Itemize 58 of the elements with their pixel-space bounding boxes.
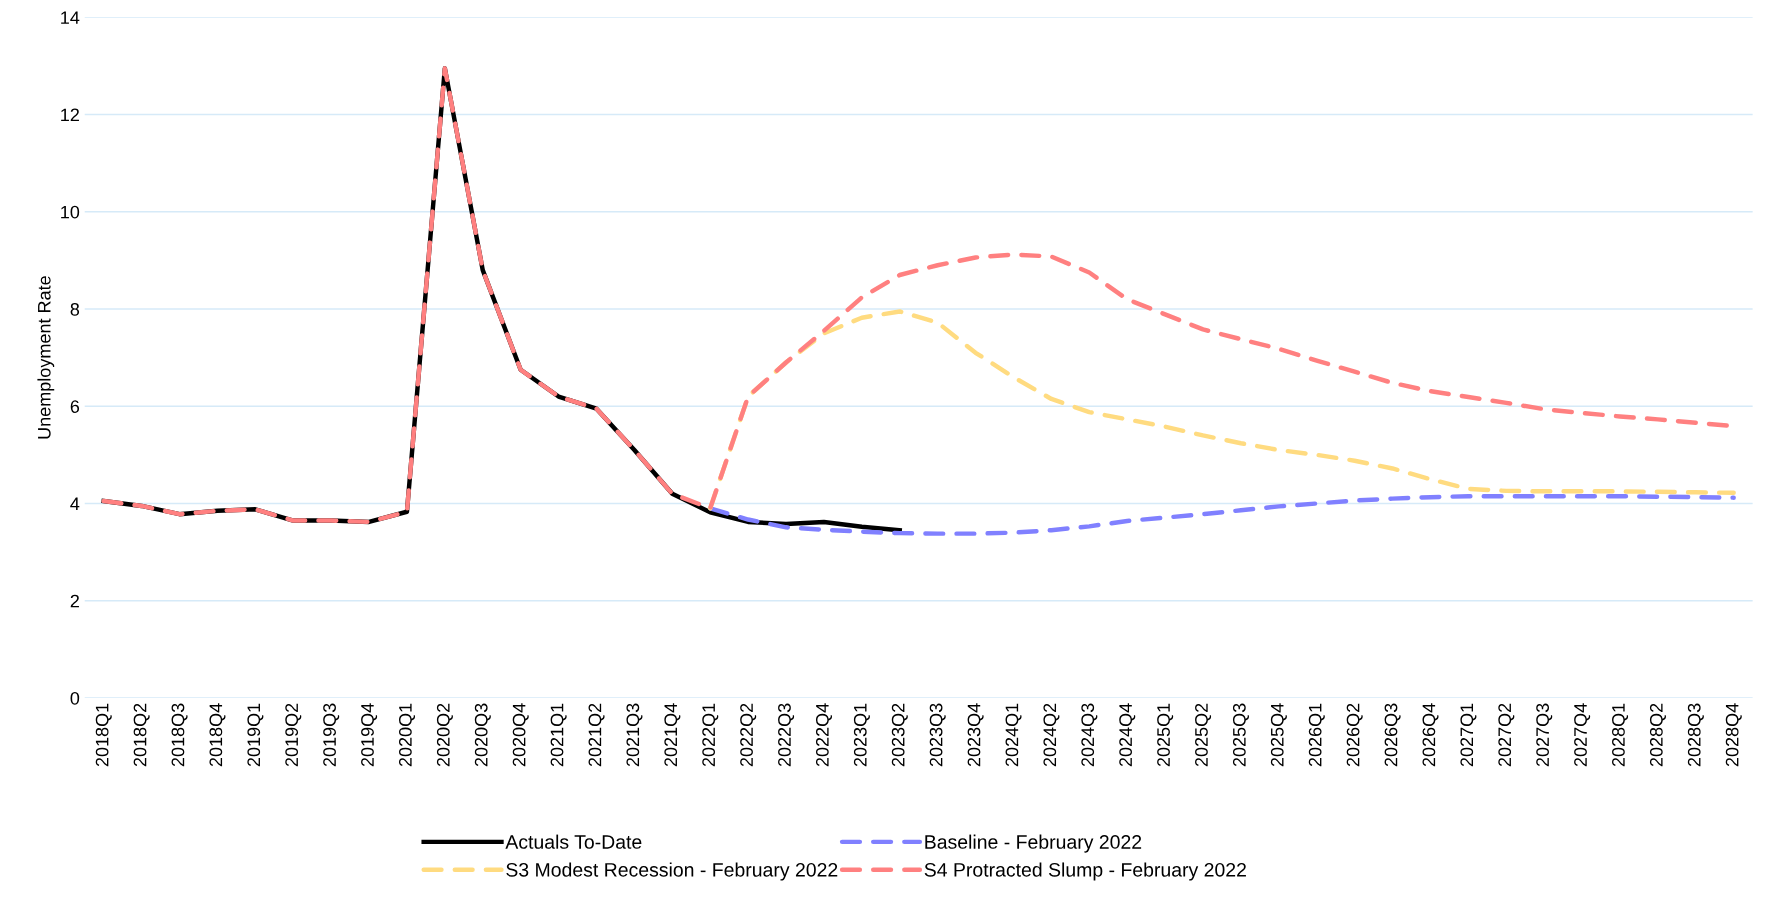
x-tick-label: 2028Q3	[1687, 703, 1704, 767]
x-tick-label: 2024Q3	[1081, 703, 1098, 767]
y-axis-title: Unemployment Rate	[37, 276, 55, 439]
x-tick-label: 2025Q3	[1232, 703, 1249, 767]
x-tick-label: 2026Q2	[1346, 703, 1363, 767]
y-tick-label: 8	[70, 302, 80, 316]
y-tick-label: 4	[70, 497, 80, 511]
x-tick-label: 2025Q4	[1270, 703, 1287, 767]
line-series	[707, 309, 1736, 511]
x-tick-label: 2023Q1	[853, 703, 870, 767]
x-tick-label: 2023Q2	[891, 703, 908, 767]
x-tick-label: 2027Q2	[1498, 703, 1515, 767]
x-tick-label: 2019Q2	[285, 703, 302, 767]
x-tick-label: 2027Q1	[1460, 703, 1477, 767]
x-tick-label: 2028Q1	[1612, 703, 1629, 767]
x-tick-label: 2021Q4	[664, 703, 681, 767]
x-tick-label: 2028Q4	[1725, 703, 1742, 767]
x-tick-label: 2019Q4	[361, 703, 378, 767]
x-tick-label: 2026Q1	[1308, 703, 1325, 767]
x-tick-label: 2022Q1	[702, 703, 719, 767]
x-tick-label: 2025Q1	[1157, 703, 1174, 767]
y-tick-label: 10	[61, 205, 80, 219]
x-tick-label: 2025Q2	[1195, 703, 1212, 767]
x-tick-label: 2026Q4	[1422, 703, 1439, 767]
x-tick-label: 2018Q3	[171, 703, 188, 767]
x-tick-label: 2021Q2	[588, 703, 605, 767]
x-tick-label: 2021Q1	[550, 703, 567, 767]
x-tick-label: 2024Q2	[1043, 703, 1060, 767]
x-tick-label: 2022Q3	[778, 703, 795, 767]
x-tick-label: 2027Q3	[1536, 703, 1553, 767]
x-tick-label: 2023Q3	[929, 703, 946, 767]
x-tick-label: 2022Q4	[815, 703, 832, 767]
x-tick-label: 2028Q2	[1649, 703, 1666, 767]
y-tick-label: 2	[70, 594, 79, 608]
y-tick-label: 12	[61, 108, 79, 122]
y-tick-label: 6	[70, 400, 80, 413]
legend-label: S4 Protracted Slump - February 2022	[924, 862, 1246, 881]
x-tick-label: 2022Q2	[740, 703, 757, 767]
x-tick-label: 2027Q4	[1574, 703, 1591, 767]
x-tick-label: 2026Q3	[1384, 703, 1401, 767]
x-tick-label: 2020Q2	[436, 703, 453, 767]
legend-label: S3 Modest Recession - February 2022	[506, 862, 838, 881]
legend-label: Baseline - February 2022	[925, 834, 1142, 853]
x-tick-label: 2024Q1	[1005, 703, 1022, 767]
x-tick-label: 2018Q4	[209, 703, 226, 767]
x-tick-label: 2020Q4	[512, 703, 529, 767]
x-tick-label: 2019Q3	[323, 703, 340, 767]
x-tick-label: 2023Q4	[967, 703, 984, 767]
x-tick-label: 2020Q1	[398, 703, 416, 767]
x-tick-label: 2019Q1	[247, 703, 264, 767]
x-tick-label: 2021Q3	[626, 703, 643, 767]
y-tick-label: 14	[61, 11, 80, 24]
x-tick-label: 2024Q4	[1119, 703, 1136, 767]
x-tick-label: 2018Q2	[133, 703, 150, 767]
y-tick-label: 0	[70, 691, 80, 705]
x-tick-label: 2018Q1	[95, 703, 112, 767]
legend-label: Actuals To-Date	[505, 834, 642, 849]
x-tick-label: 2020Q3	[474, 703, 491, 767]
